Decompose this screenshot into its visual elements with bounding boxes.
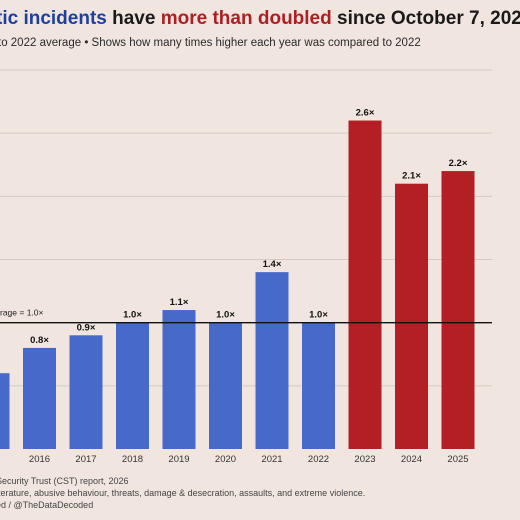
footer-definition: iterature, abusive behaviour, threats, d… bbox=[0, 488, 366, 498]
bar-2018 bbox=[116, 322, 149, 449]
x-tick-2017: 2017 bbox=[75, 454, 96, 465]
title-part-4: since October 7, 2023 bbox=[331, 8, 520, 29]
x-tick-2021: 2021 bbox=[261, 454, 282, 465]
x-tick-2023: 2023 bbox=[354, 454, 375, 465]
x-tick-2018: 2018 bbox=[122, 454, 143, 465]
title-part-3: more than doubled bbox=[160, 8, 332, 29]
x-tick-2019: 2019 bbox=[168, 454, 189, 465]
data-label-2016: 0.8× bbox=[30, 335, 49, 346]
bar-2021 bbox=[255, 272, 289, 449]
data-label-2019: 1.1× bbox=[170, 297, 189, 308]
x-tick-2020: 2020 bbox=[215, 454, 236, 465]
bar-2016 bbox=[23, 347, 56, 449]
data-label-2020: 1.0× bbox=[216, 310, 235, 321]
x-tick-2025: 2025 bbox=[447, 454, 468, 465]
bars bbox=[0, 120, 475, 450]
chart-title: tic incidents have more than doubled sin… bbox=[0, 8, 520, 30]
data-label-2017: 0.9× bbox=[77, 322, 96, 333]
data-label-2024: 2.1× bbox=[402, 171, 421, 182]
footer-source: Security Trust (CST) report, 2026 bbox=[0, 476, 129, 486]
bar-2020 bbox=[209, 322, 242, 449]
x-tick-2016: 2016 bbox=[29, 454, 50, 465]
data-label-2022: 1.0× bbox=[309, 310, 328, 321]
data-label-2018: 1.0× bbox=[123, 310, 142, 321]
title-part-2: have bbox=[106, 8, 161, 29]
data-label-2023: 2.6× bbox=[356, 108, 375, 119]
data-label-2021: 1.4× bbox=[263, 259, 282, 270]
title-part-1: tic incidents bbox=[0, 8, 107, 29]
data-labels: ×0.8×0.9×1.0×1.1×1.0×1.4×1.0×2.6×2.1×2.2… bbox=[30, 108, 468, 346]
data-label-2025: 2.2× bbox=[449, 158, 468, 169]
chart-subtitle: to 2022 average • Shows how many times h… bbox=[0, 37, 421, 49]
bar-2019 bbox=[162, 310, 196, 449]
bar-2024 bbox=[395, 183, 428, 449]
bar-2023 bbox=[348, 120, 382, 450]
x-tick-2022: 2022 bbox=[308, 454, 329, 465]
x-tick-labels: 5201620172018201920202021202220232024202… bbox=[29, 454, 469, 465]
baseline-label: rage = 1.0× bbox=[0, 308, 44, 318]
bar-2022 bbox=[302, 322, 335, 449]
bar-2017 bbox=[69, 335, 103, 449]
bar-2025 bbox=[441, 171, 475, 450]
x-tick-2024: 2024 bbox=[401, 454, 422, 465]
footer-credit: ed / @TheDataDecoded bbox=[0, 500, 94, 510]
bar-2015 bbox=[0, 373, 10, 449]
